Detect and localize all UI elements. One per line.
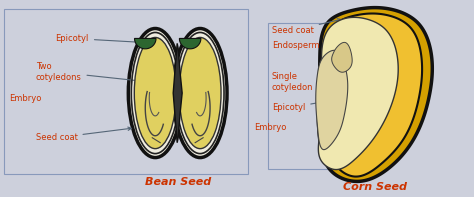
Text: Embryo: Embryo	[254, 123, 286, 132]
Ellipse shape	[173, 29, 227, 158]
Text: Bean Seed: Bean Seed	[145, 177, 211, 187]
Polygon shape	[319, 17, 398, 170]
Ellipse shape	[128, 29, 182, 158]
Text: Epicotyl: Epicotyl	[55, 34, 156, 45]
Text: Two
cotyledons: Two cotyledons	[36, 62, 156, 84]
Text: Seed coat: Seed coat	[272, 19, 341, 35]
Polygon shape	[318, 8, 432, 181]
Ellipse shape	[179, 37, 221, 149]
Polygon shape	[332, 42, 352, 72]
Text: Endosperm: Endosperm	[272, 35, 361, 50]
Text: Embryo: Embryo	[9, 94, 41, 102]
Text: Epicotyl: Epicotyl	[272, 100, 330, 112]
Polygon shape	[327, 14, 422, 177]
Polygon shape	[179, 38, 201, 49]
Text: Corn Seed: Corn Seed	[343, 182, 407, 192]
Text: Seed coat: Seed coat	[36, 127, 131, 142]
Polygon shape	[135, 38, 156, 49]
Polygon shape	[316, 50, 348, 150]
Text: Single
cotyledon: Single cotyledon	[272, 72, 332, 92]
Ellipse shape	[134, 37, 176, 149]
Polygon shape	[173, 43, 182, 143]
